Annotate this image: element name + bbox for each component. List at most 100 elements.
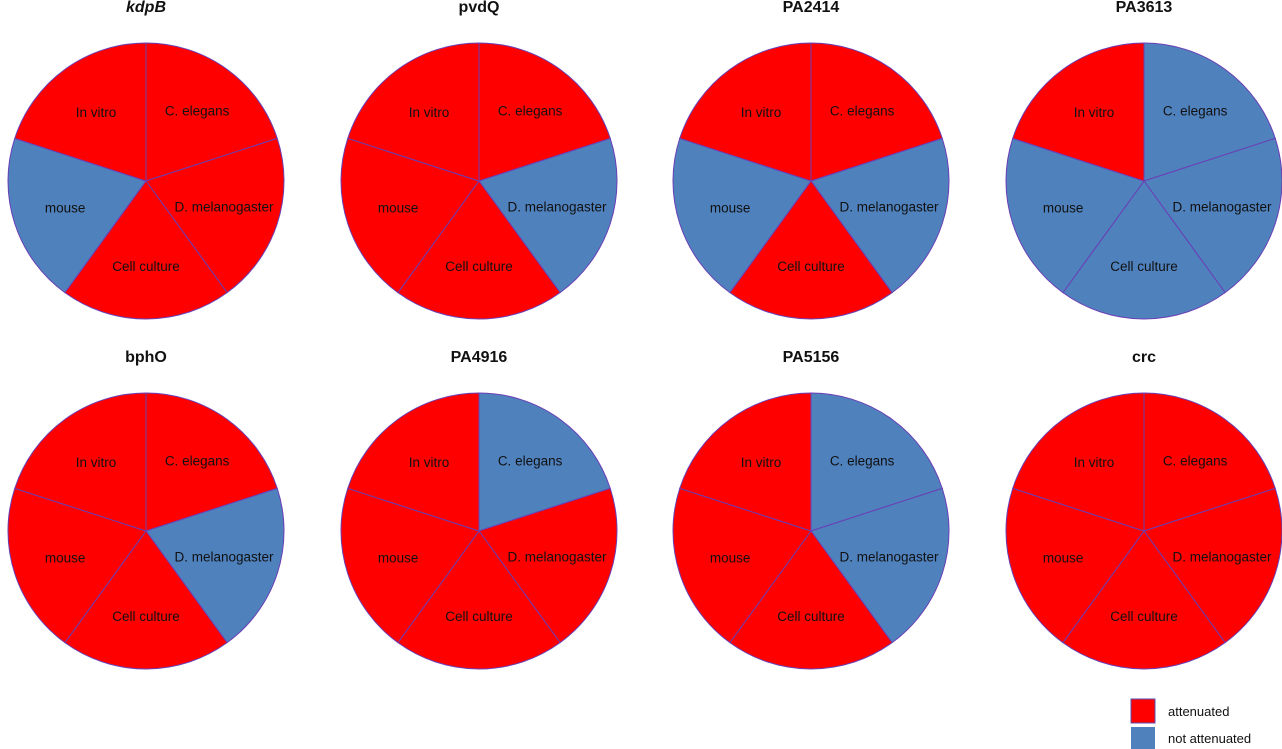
slice-label: D. melanogaster xyxy=(1172,199,1272,214)
slice-label: Cell culture xyxy=(1110,609,1178,624)
pie-slice-d-melanogaster xyxy=(810,137,950,294)
pie-slice-d-melanogaster xyxy=(145,487,285,644)
pie-slice-d-melanogaster xyxy=(810,487,950,644)
slice-label: mouse xyxy=(1043,550,1084,565)
pie-slice-mouse xyxy=(672,487,812,644)
slice-label: Cell culture xyxy=(445,609,513,624)
pie-slice-c-elegans xyxy=(1143,42,1276,182)
slice-label: In vitro xyxy=(741,455,782,470)
pie-slice-mouse xyxy=(1005,487,1145,644)
pie-slice-in-vitro xyxy=(1012,42,1145,182)
pie-slice-d-melanogaster xyxy=(1143,137,1282,294)
pie-slice-mouse xyxy=(1005,137,1145,294)
pie-crc: C. elegans D. melanogaster Cell culture mou… xyxy=(1005,349,1282,670)
pie-pa2414: C. elegans D. melanogaster Cell culture mou… xyxy=(672,0,950,320)
slice-label: mouse xyxy=(1043,200,1084,215)
slice-label: In vitro xyxy=(76,455,117,470)
legend-swatch-attenuated xyxy=(1130,698,1156,724)
pie-title: PA3613 xyxy=(1116,0,1173,16)
pie-title: kdpB xyxy=(126,0,166,16)
slice-label: In vitro xyxy=(741,105,782,120)
pie-title: PA2414 xyxy=(783,0,840,16)
pie-slice-c-elegans xyxy=(478,392,611,532)
slice-label: mouse xyxy=(45,200,86,215)
slice-label: mouse xyxy=(378,550,419,565)
slice-label: In vitro xyxy=(76,105,117,120)
slice-label: D. melanogaster xyxy=(174,199,274,214)
pie-slice-cell-culture xyxy=(729,530,893,670)
pie-slice-cell-culture xyxy=(729,180,893,320)
pie-slice-cell-culture xyxy=(64,530,228,670)
pie-title: pvdQ xyxy=(459,0,500,16)
slice-label: Cell culture xyxy=(112,259,180,274)
slice-label: D. melanogaster xyxy=(174,549,274,564)
slice-label: C. elegans xyxy=(165,104,230,119)
pie-title: PA5156 xyxy=(783,349,840,366)
pie-slice-mouse xyxy=(672,137,812,294)
pie-slice-in-vitro xyxy=(679,42,812,182)
pie-slice-c-elegans xyxy=(810,42,943,182)
pie-slice-cell-culture xyxy=(64,180,228,320)
slice-label: C. elegans xyxy=(165,454,230,469)
pie-slice-mouse xyxy=(7,487,147,644)
pie-slice-cell-culture xyxy=(1062,530,1226,670)
pie-pa4916: C. elegans D. melanogaster Cell culture mou… xyxy=(340,349,618,670)
legend-label-not-attenuated: not attenuated xyxy=(1168,731,1251,746)
pie-slice-c-elegans xyxy=(145,42,278,182)
legend: attenuated not attenuated xyxy=(1130,698,1251,749)
pie-slice-d-melanogaster xyxy=(1143,487,1282,644)
slice-label: C. elegans xyxy=(1163,104,1228,119)
pie-pa3613: C. elegans D. melanogaster Cell culture mou… xyxy=(1005,0,1282,320)
pie-slice-c-elegans xyxy=(1143,392,1276,532)
pies-group: C. elegans D. melanogaster Cell culture mou… xyxy=(7,0,1282,670)
slice-label: D. melanogaster xyxy=(1172,549,1272,564)
slice-label: D. melanogaster xyxy=(507,199,607,214)
slice-label: Cell culture xyxy=(112,609,180,624)
slice-label: mouse xyxy=(710,200,751,215)
slice-label: C. elegans xyxy=(498,454,563,469)
pie-pa5156: C. elegans D. melanogaster Cell culture mou… xyxy=(672,349,950,670)
pie-slice-in-vitro xyxy=(1012,392,1145,532)
pie-slice-d-melanogaster xyxy=(478,487,618,644)
pie-slice-mouse xyxy=(340,487,480,644)
pie-slice-cell-culture xyxy=(1062,180,1226,320)
pie-title: PA4916 xyxy=(451,349,508,366)
slice-label: In vitro xyxy=(409,455,450,470)
slice-label: C. elegans xyxy=(1163,454,1228,469)
pie-title: crc xyxy=(1132,349,1156,366)
legend-swatch-not-attenuated xyxy=(1131,727,1155,749)
pie-pvdq: C. elegans D. melanogaster Cell culture mou… xyxy=(340,0,618,320)
pie-slice-d-melanogaster xyxy=(478,137,618,294)
pie-slice-c-elegans xyxy=(810,392,943,532)
pie-slice-in-vitro xyxy=(679,392,812,532)
slice-label: Cell culture xyxy=(445,259,513,274)
pie-kdpb: C. elegans D. melanogaster Cell culture mou… xyxy=(7,0,285,320)
slice-label: Cell culture xyxy=(1110,259,1178,274)
pie-bpho: C. elegans D. melanogaster Cell culture mou… xyxy=(7,349,285,670)
pie-slice-in-vitro xyxy=(14,42,147,182)
pie-slice-d-melanogaster xyxy=(145,137,285,294)
slice-label: mouse xyxy=(378,200,419,215)
slice-label: In vitro xyxy=(1074,455,1115,470)
pie-slice-c-elegans xyxy=(145,392,278,532)
legend-label-attenuated: attenuated xyxy=(1168,704,1229,719)
slice-label: Cell culture xyxy=(777,259,845,274)
pie-slice-in-vitro xyxy=(347,392,480,532)
slice-label: C. elegans xyxy=(830,104,895,119)
slice-label: mouse xyxy=(45,550,86,565)
pie-slice-mouse xyxy=(7,137,147,294)
slice-label: mouse xyxy=(710,550,751,565)
pie-slice-cell-culture xyxy=(397,530,561,670)
slice-label: In vitro xyxy=(409,105,450,120)
slice-label: Cell culture xyxy=(777,609,845,624)
pie-slice-in-vitro xyxy=(347,42,480,182)
slice-label: In vitro xyxy=(1074,105,1115,120)
pie-slice-in-vitro xyxy=(14,392,147,532)
pie-title: bphO xyxy=(125,349,167,366)
slice-label: C. elegans xyxy=(498,104,563,119)
pie-slice-mouse xyxy=(340,137,480,294)
pie-slice-cell-culture xyxy=(397,180,561,320)
slice-label: D. melanogaster xyxy=(839,549,939,564)
pie-slice-c-elegans xyxy=(478,42,611,182)
